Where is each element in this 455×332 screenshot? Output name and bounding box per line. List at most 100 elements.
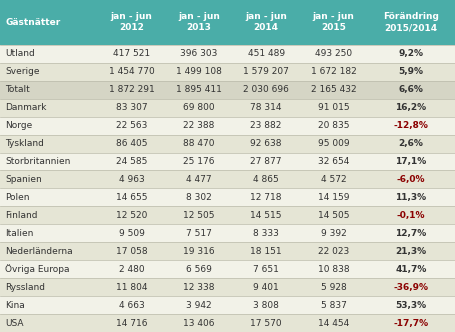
Text: 7 651: 7 651 <box>253 265 279 274</box>
Bar <box>0 170 455 188</box>
Text: 9 509: 9 509 <box>119 229 144 238</box>
Text: 2 165 432: 2 165 432 <box>311 85 356 94</box>
Bar <box>165 0 233 45</box>
Text: 32 654: 32 654 <box>318 157 349 166</box>
Bar <box>0 152 455 170</box>
Bar <box>0 63 455 81</box>
Text: 12,7%: 12,7% <box>395 229 427 238</box>
Text: 95 009: 95 009 <box>318 139 349 148</box>
Text: Förändring
2015/2014: Förändring 2015/2014 <box>383 12 439 33</box>
Text: 3 808: 3 808 <box>253 300 279 309</box>
Bar <box>0 242 455 260</box>
Text: jan - jun
2015: jan - jun 2015 <box>313 12 354 33</box>
Bar <box>0 81 455 99</box>
Text: Danmark: Danmark <box>5 103 47 112</box>
Text: 91 015: 91 015 <box>318 103 349 112</box>
Text: 1 454 770: 1 454 770 <box>109 67 154 76</box>
Text: 1 895 411: 1 895 411 <box>176 85 222 94</box>
Text: 2 030 696: 2 030 696 <box>243 85 289 94</box>
Text: 6 569: 6 569 <box>186 265 212 274</box>
Text: 4 663: 4 663 <box>119 300 144 309</box>
Text: 1 872 291: 1 872 291 <box>109 85 154 94</box>
Text: 13 406: 13 406 <box>183 318 215 328</box>
Text: 18 151: 18 151 <box>250 247 282 256</box>
Bar <box>0 224 455 242</box>
Text: 5 837: 5 837 <box>321 300 346 309</box>
Text: 9,2%: 9,2% <box>399 49 424 58</box>
Text: 17 058: 17 058 <box>116 247 147 256</box>
Text: 83 307: 83 307 <box>116 103 147 112</box>
Text: Polen: Polen <box>5 193 30 202</box>
Text: 9 401: 9 401 <box>253 283 279 291</box>
Text: 8 333: 8 333 <box>253 229 279 238</box>
Text: 86 405: 86 405 <box>116 139 147 148</box>
Text: 396 303: 396 303 <box>180 49 217 58</box>
Text: 20 835: 20 835 <box>318 121 349 130</box>
Text: Norge: Norge <box>5 121 33 130</box>
Text: -0,1%: -0,1% <box>397 211 425 220</box>
Text: 14 454: 14 454 <box>318 318 349 328</box>
Text: 1 672 182: 1 672 182 <box>311 67 356 76</box>
Text: Totalt: Totalt <box>5 85 30 94</box>
Text: 88 470: 88 470 <box>183 139 215 148</box>
Text: 1 579 207: 1 579 207 <box>243 67 289 76</box>
Text: 8 302: 8 302 <box>186 193 212 202</box>
Text: 11,3%: 11,3% <box>395 193 427 202</box>
Bar <box>0 278 455 296</box>
Bar <box>0 188 455 207</box>
Text: 9 392: 9 392 <box>321 229 346 238</box>
Text: Gästnätter: Gästnätter <box>5 18 61 27</box>
Text: Nederländerna: Nederländerna <box>5 247 73 256</box>
Bar <box>300 0 367 45</box>
Text: 16,2%: 16,2% <box>395 103 427 112</box>
Text: 10 838: 10 838 <box>318 265 349 274</box>
Bar <box>367 0 455 45</box>
Text: 12 520: 12 520 <box>116 211 147 220</box>
Text: jan - jun
2014: jan - jun 2014 <box>245 12 287 33</box>
Text: 22 023: 22 023 <box>318 247 349 256</box>
Text: 1 499 108: 1 499 108 <box>176 67 222 76</box>
Text: 69 800: 69 800 <box>183 103 215 112</box>
Bar <box>233 0 300 45</box>
Text: Storbritannien: Storbritannien <box>5 157 71 166</box>
Text: 92 638: 92 638 <box>250 139 282 148</box>
Bar <box>0 45 455 63</box>
Text: 17 570: 17 570 <box>250 318 282 328</box>
Text: 12 505: 12 505 <box>183 211 215 220</box>
Text: 22 388: 22 388 <box>183 121 214 130</box>
Text: 14 515: 14 515 <box>250 211 282 220</box>
Text: 5,9%: 5,9% <box>399 67 424 76</box>
Bar <box>0 134 455 152</box>
Text: -6,0%: -6,0% <box>397 175 425 184</box>
Bar <box>0 99 455 117</box>
Text: 4 572: 4 572 <box>321 175 346 184</box>
Text: 17,1%: 17,1% <box>395 157 427 166</box>
Bar <box>98 0 165 45</box>
Bar <box>0 260 455 278</box>
Text: 4 963: 4 963 <box>119 175 144 184</box>
Text: 53,3%: 53,3% <box>395 300 427 309</box>
Bar <box>0 0 98 45</box>
Text: 14 159: 14 159 <box>318 193 349 202</box>
Text: 41,7%: 41,7% <box>395 265 427 274</box>
Text: -12,8%: -12,8% <box>394 121 429 130</box>
Text: Finland: Finland <box>5 211 38 220</box>
Text: 12 338: 12 338 <box>183 283 215 291</box>
Text: 23 882: 23 882 <box>251 121 282 130</box>
Text: USA: USA <box>5 318 24 328</box>
Text: 24 585: 24 585 <box>116 157 147 166</box>
Text: 21,3%: 21,3% <box>395 247 427 256</box>
Text: 14 655: 14 655 <box>116 193 147 202</box>
Text: 11 804: 11 804 <box>116 283 147 291</box>
Text: 14 505: 14 505 <box>318 211 349 220</box>
Text: 27 877: 27 877 <box>250 157 282 166</box>
Text: Tyskland: Tyskland <box>5 139 44 148</box>
Text: 493 250: 493 250 <box>315 49 352 58</box>
Text: Kina: Kina <box>5 300 25 309</box>
Text: 2 480: 2 480 <box>119 265 144 274</box>
Text: 6,6%: 6,6% <box>399 85 424 94</box>
Text: 417 521: 417 521 <box>113 49 150 58</box>
Text: 19 316: 19 316 <box>183 247 215 256</box>
Text: 7 517: 7 517 <box>186 229 212 238</box>
Text: Ryssland: Ryssland <box>5 283 46 291</box>
